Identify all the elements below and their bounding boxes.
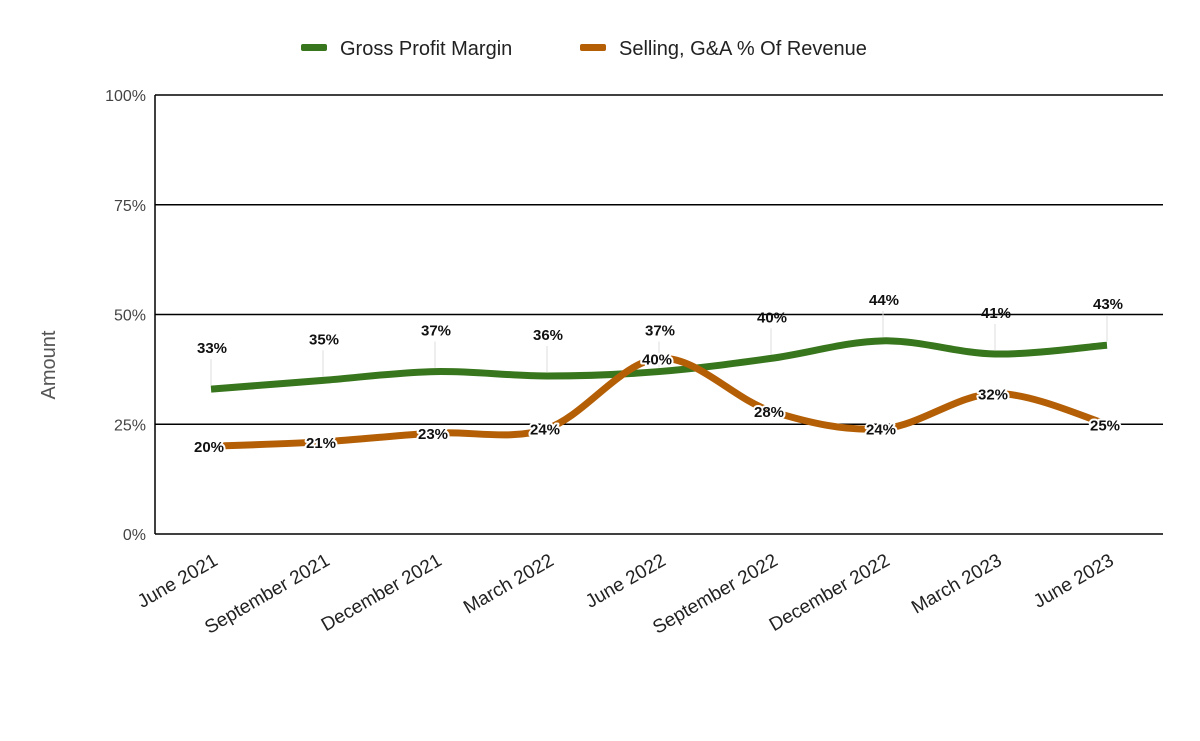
legend: Gross Profit Margin Selling, G&A % Of Re… [301, 38, 867, 60]
y-tick-label: 75% [114, 198, 146, 215]
data-label: 40% [642, 351, 672, 368]
x-tick-label: December 2022 [766, 550, 894, 636]
data-label: 24% [866, 422, 896, 439]
legend-swatch-sga [580, 44, 606, 51]
x-tick-label: September 2022 [649, 550, 781, 638]
data-label: 37% [645, 323, 675, 340]
x-tick-label: March 2023 [908, 550, 1005, 618]
data-label: 43% [1093, 296, 1123, 313]
x-tick-label: March 2022 [460, 550, 557, 618]
series-line-0 [210, 337, 1108, 393]
y-tick-label: 0% [123, 527, 146, 544]
data-label: 36% [533, 327, 563, 344]
data-label: 37% [421, 323, 451, 340]
x-tick-label: December 2021 [318, 550, 446, 636]
data-label: 23% [418, 426, 448, 443]
data-label: 20% [194, 439, 224, 456]
data-label: 35% [309, 331, 339, 348]
legend-label-gross-profit-margin: Gross Profit Margin [340, 38, 512, 60]
data-label: 33% [197, 340, 227, 357]
x-tick-label: June 2021 [134, 550, 221, 613]
y-tick-label: 100% [105, 88, 146, 105]
data-label: 32% [978, 387, 1008, 404]
x-tick-label: June 2023 [1030, 550, 1117, 613]
y-tick-label: 50% [114, 308, 146, 325]
y-axis-title: Amount [38, 330, 60, 399]
data-label: 28% [754, 404, 784, 421]
data-label: 25% [1090, 417, 1120, 434]
legend-label-sga: Selling, G&A % Of Revenue [619, 38, 867, 60]
data-label: 40% [757, 309, 787, 326]
data-label: 24% [530, 422, 560, 439]
data-label: 44% [869, 292, 899, 309]
legend-swatch-gross-profit-margin [301, 44, 327, 51]
data-label: 21% [306, 435, 336, 452]
y-tick-label: 25% [114, 417, 146, 434]
x-tick-label: September 2021 [201, 550, 333, 638]
data-label: 41% [981, 305, 1011, 322]
x-tick-label: June 2022 [582, 550, 669, 613]
